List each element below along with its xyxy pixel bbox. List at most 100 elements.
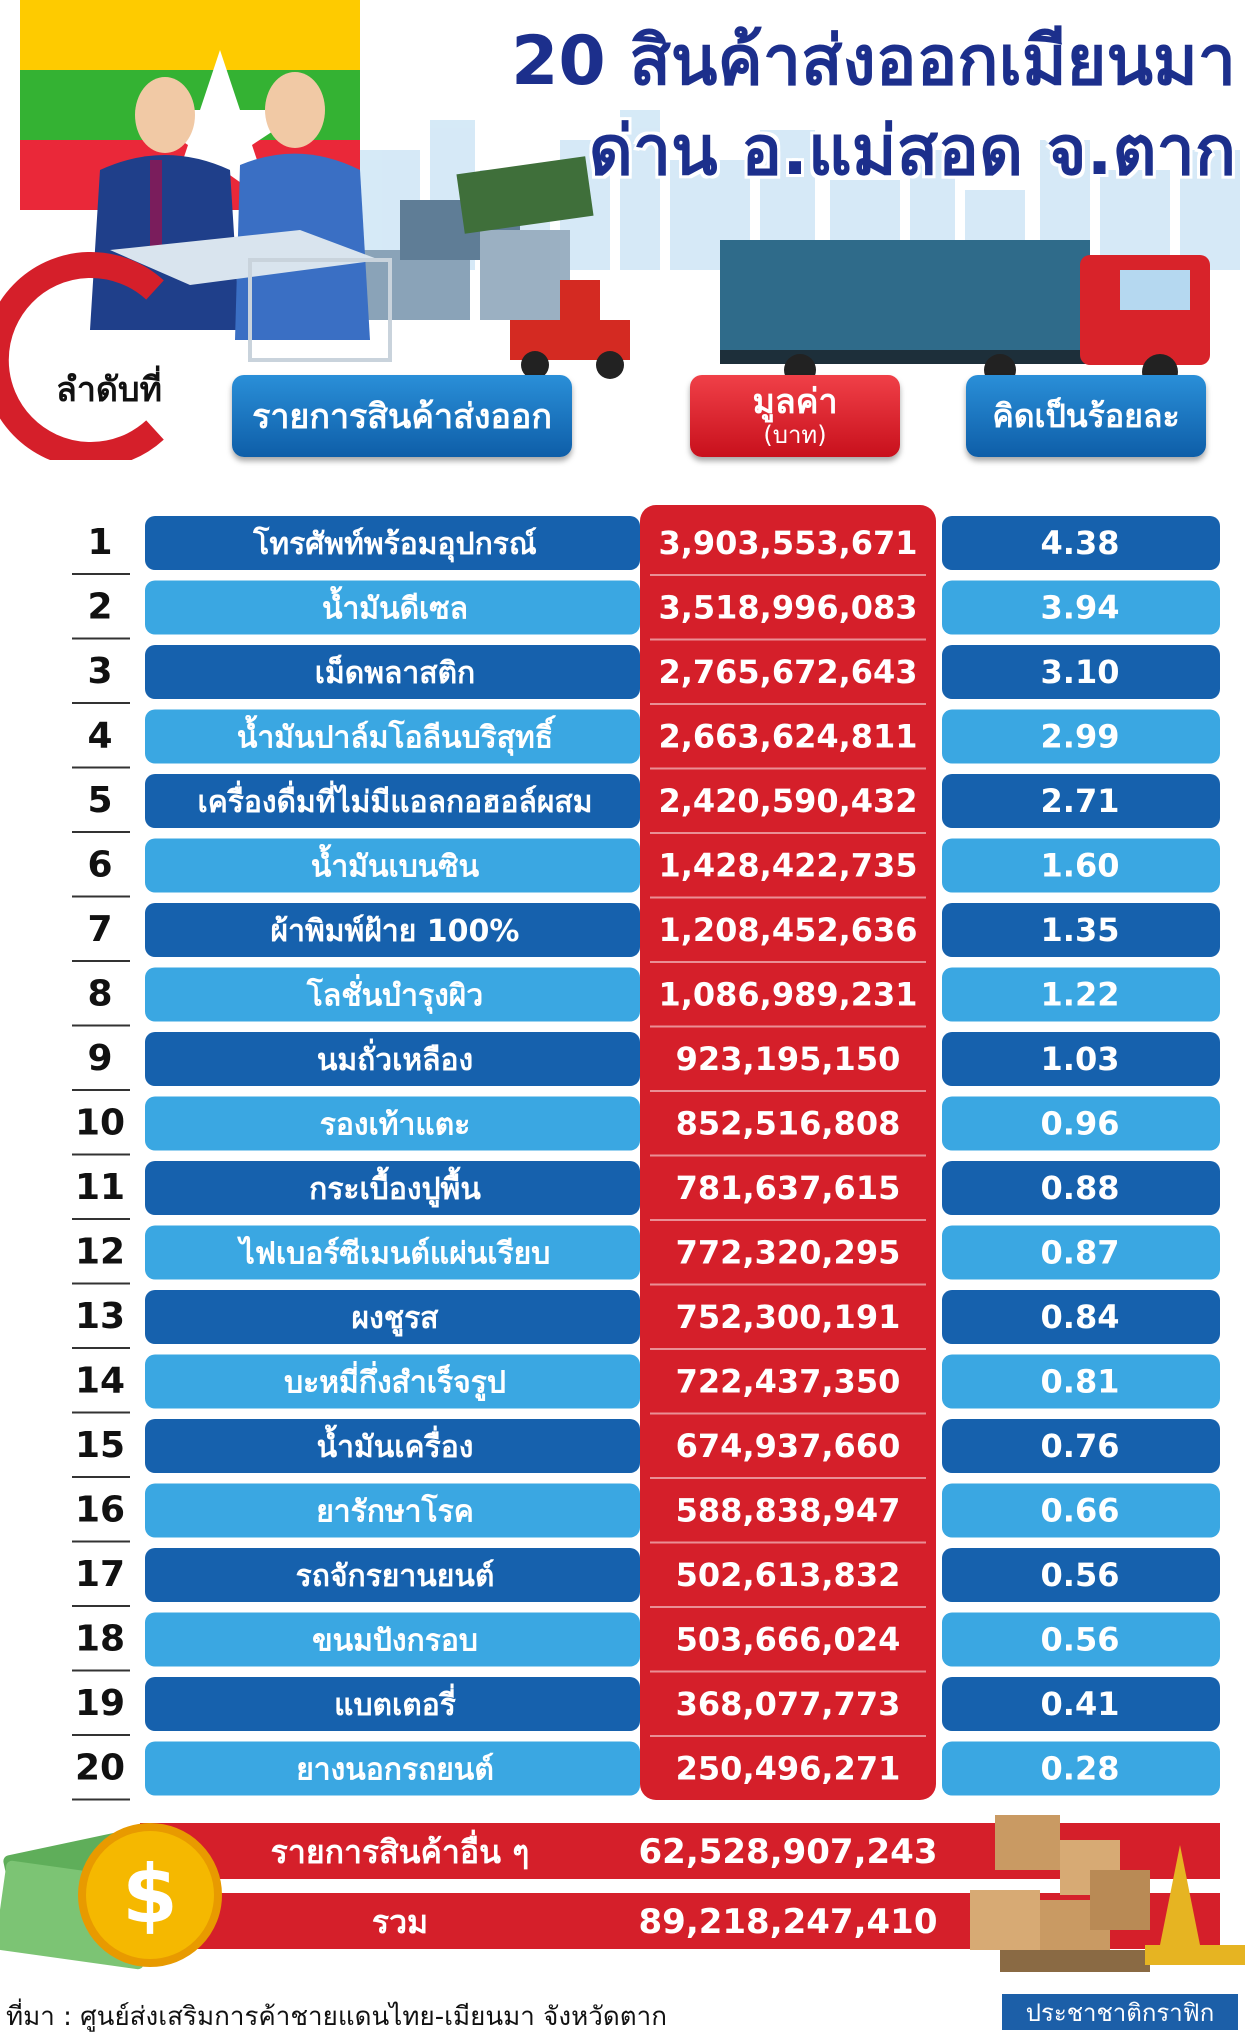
item-value: 588,838,947 [676,1492,901,1530]
percent-cell [942,1419,1220,1473]
item-percent: 3.10 [1041,653,1120,691]
other-item-value: 62,528,907,243 [639,1832,938,1872]
item-value: 2,420,590,432 [658,782,917,820]
item-value: 772,320,295 [676,1234,901,1272]
percent-cell [942,709,1220,764]
item-value: 674,937,660 [676,1427,901,1465]
item-value: 923,195,150 [676,1040,901,1078]
rank-number: 8 [87,974,112,1015]
rank-number: 10 [75,1103,125,1144]
percent-cell [942,1161,1220,1215]
item-cell [145,903,640,957]
item-percent: 0.96 [1041,1105,1120,1143]
column-header-item: รายการสินค้าส่งออก [232,375,572,457]
item-percent: 4.38 [1041,524,1120,562]
column-header-item-label: รายการสินค้าส่งออก [252,397,552,437]
item-name: น้ำมันปาล์มโอลีนบริสุทธิ์ [237,715,557,757]
rank-number: 20 [75,1748,125,1789]
item-cell [145,1161,640,1215]
item-name: น้ำมันดีเซล [322,586,468,627]
column-header-percent: คิดเป็นร้อยละ [966,375,1206,457]
column-header-rank: ลำดับที่ [56,370,163,410]
item-cell [145,1612,640,1667]
item-name: ขนมปังกรอบ [312,1624,478,1659]
rank-number: 13 [75,1296,125,1337]
percent-cell [942,838,1220,893]
item-cell [145,1290,640,1344]
item-percent: 3.94 [1041,589,1120,627]
item-value: 3,518,996,083 [658,589,917,627]
item-percent: 0.56 [1041,1621,1120,1659]
rank-number: 1 [87,522,112,563]
item-cell [145,1032,640,1086]
percent-cell [942,1612,1220,1667]
item-name: น้ำมันเบนซิน [311,844,480,885]
item-value: 368,077,773 [676,1685,901,1723]
item-cell [145,838,640,893]
item-percent: 2.71 [1041,782,1120,820]
item-cell [145,1419,640,1473]
item-cell [145,1096,640,1151]
item-cell [145,1677,640,1731]
forklift-icon [510,280,630,379]
item-name: โลชั่นบำรุงผิว [306,974,483,1015]
item-value: 250,496,271 [676,1750,901,1788]
item-percent: 0.41 [1041,1685,1120,1723]
item-value: 781,637,615 [676,1169,901,1207]
item-name: โทรศัพท์พร้อมอุปกรณ์ [252,525,537,563]
item-value: 1,428,422,735 [658,847,917,885]
item-cell [145,709,640,764]
rank-number: 7 [87,909,112,950]
item-name: น้ำมันเครื่อง [317,1424,474,1465]
item-percent: 0.56 [1041,1556,1120,1594]
item-value: 2,663,624,811 [658,718,917,756]
rank-number: 14 [75,1361,125,1402]
item-name: ผงชูรส [351,1301,439,1337]
item-cell [145,1483,640,1538]
column-header-value-label: มูลค่า [752,382,838,423]
rank-number: 18 [75,1619,125,1660]
business-people-icon [90,72,392,362]
percent-cell [942,1290,1220,1344]
percent-cell [942,1225,1220,1280]
item-percent: 1.60 [1041,847,1120,885]
brand-logo: ประชาชาติกราฟิก [1002,1994,1238,2030]
total-label: รวม [372,1903,428,1941]
other-item-name: รายการสินค้าอื่น ๆ [271,1829,530,1871]
container-icon [330,156,594,320]
data-table: 1 โทรศัพท์พร้อมอุปกรณ์ 3,903,553,671 4.38 2 น… [72,505,1220,1949]
source-note: ที่มา : ศูนย์ส่งเสริมการค้าชายแดนไทย-เมี… [6,2002,667,2032]
item-value: 2,765,672,643 [658,653,917,691]
page-subtitle: ด่าน อ.แม่สอด จ.ตาก [588,112,1236,191]
value-column-background [640,505,936,1800]
item-name: ไฟเบอร์ซีเมนต์แผ่นเรียบ [237,1236,551,1272]
percent-cell [942,516,1220,570]
item-name: ยางนอกรถยนต์ [296,1753,494,1788]
percent-cell [942,1096,1220,1151]
truck-icon [720,240,1210,390]
item-percent: 0.88 [1041,1169,1120,1207]
rank-number: 17 [75,1554,125,1595]
rank-number: 5 [87,780,112,821]
item-percent: 0.28 [1041,1750,1120,1788]
item-cell [145,580,640,635]
item-value: 503,666,024 [676,1621,901,1659]
item-name: เครื่องดื่มที่ไม่มีแอลกอฮอล์ผสม [197,780,592,820]
percent-cell [942,1548,1220,1602]
item-percent: 1.22 [1041,976,1120,1014]
rank-number: 4 [87,716,112,757]
item-cell [145,1548,640,1602]
item-value: 1,208,452,636 [658,911,917,949]
item-percent: 1.03 [1041,1040,1120,1078]
item-value: 3,903,553,671 [658,524,917,562]
percent-cell [942,1741,1220,1796]
percent-cell [942,774,1220,828]
item-value: 852,516,808 [676,1105,901,1143]
item-cell [145,645,640,699]
rank-number: 11 [75,1167,125,1208]
item-name: กระเบื้องปูพื้น [309,1166,481,1208]
item-cell [145,1225,640,1280]
rank-number: 2 [87,587,112,628]
percent-cell [942,903,1220,957]
rank-number: 15 [75,1425,125,1466]
